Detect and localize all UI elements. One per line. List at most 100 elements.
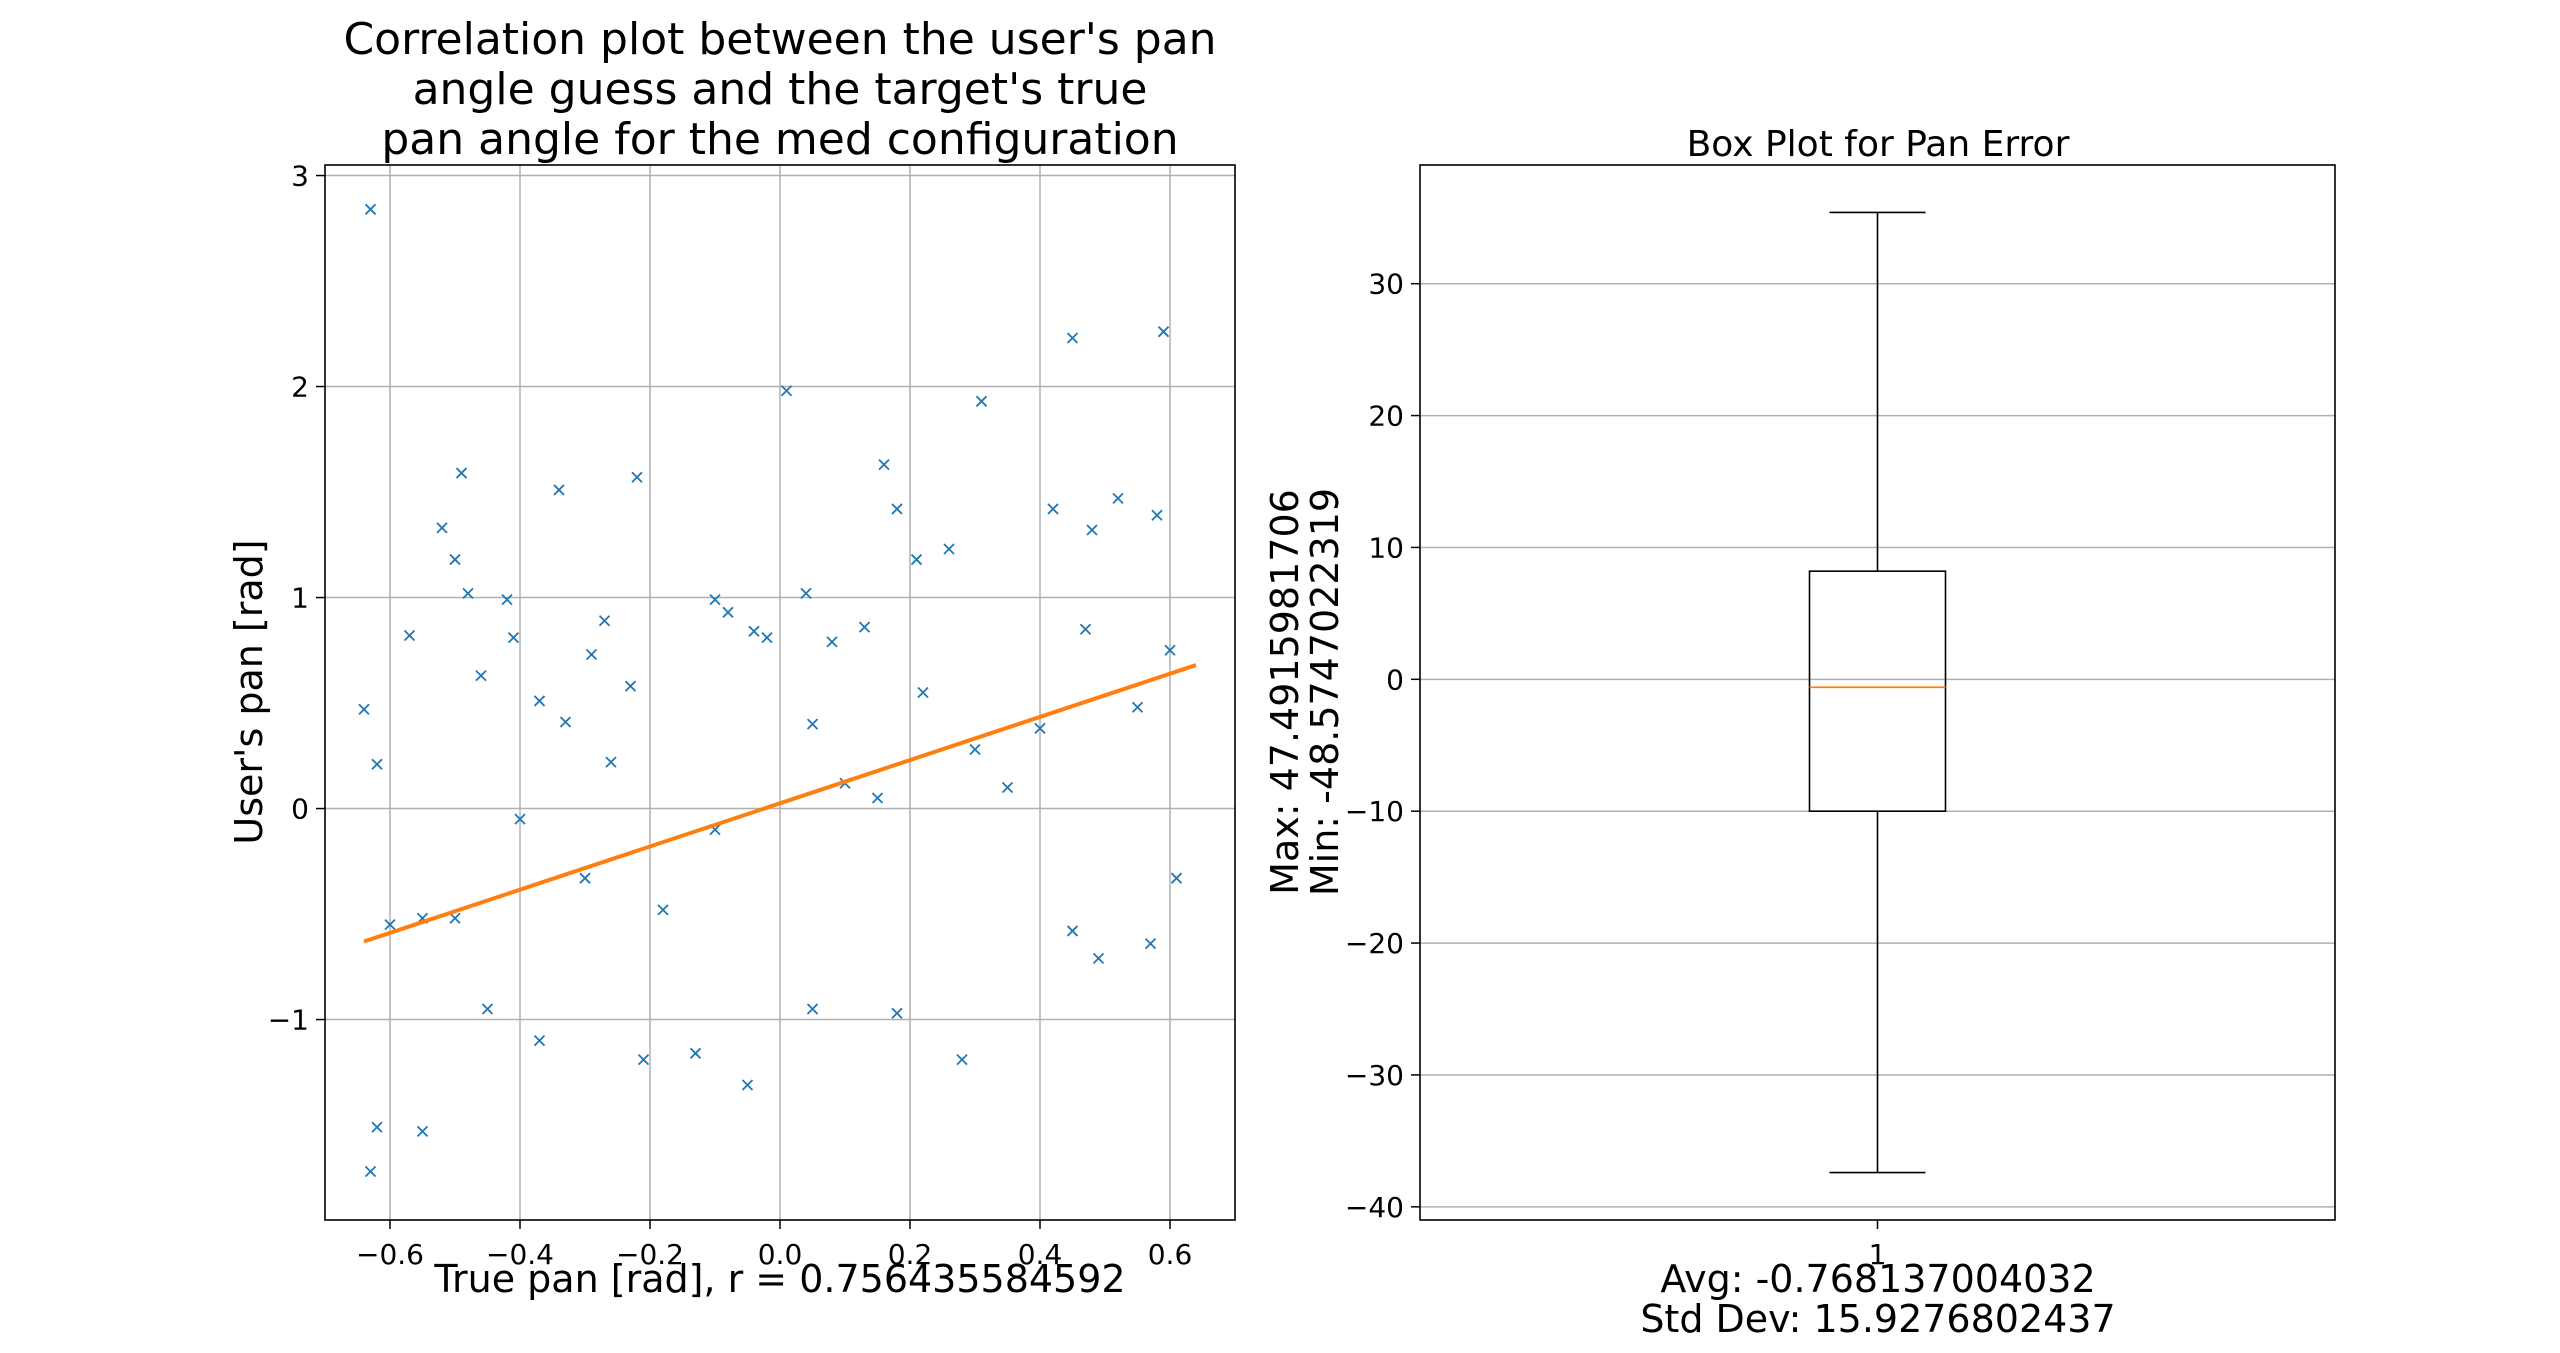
boxplot-y-tick-label: 0 — [1386, 663, 1404, 696]
scatter-point — [559, 716, 572, 728]
scatter-y-tick-label: 1 — [291, 582, 309, 615]
scatter-point — [1112, 492, 1124, 505]
boxplot-min-label: Min: -48.5747022319 — [1303, 488, 1347, 896]
scatter-point — [449, 912, 461, 924]
scatter-point — [761, 632, 773, 644]
scatter-point — [1157, 326, 1170, 338]
scatter-title-line-3: pan angle for the med configuration — [381, 114, 1178, 165]
scatter-point — [416, 1125, 429, 1138]
scatter-point — [553, 484, 565, 496]
scatter-point — [806, 1003, 819, 1015]
scatter-point — [1170, 872, 1183, 884]
scatter-point — [1066, 332, 1079, 344]
boxplot-max-label: Max: 47.4915981706 — [1263, 489, 1307, 895]
scatter-point — [598, 615, 611, 627]
scatter-point — [371, 758, 383, 770]
scatter-point — [910, 553, 923, 566]
scatter-point — [449, 553, 461, 566]
scatter-point — [956, 1054, 968, 1066]
scatter-point — [722, 606, 734, 618]
boxplot-std-label: Std Dev: 15.9276802437 — [1640, 1297, 2115, 1341]
scatter-y-tick-label: 3 — [291, 160, 309, 193]
scatter-point — [891, 1007, 903, 1019]
boxplot-panel: −40 −30 −20 −10 0 10 20 30 1 Box Plot for Pan E… — [1263, 124, 2336, 1341]
scatter-point — [748, 625, 760, 637]
scatter-y-tick-label: 0 — [291, 793, 309, 826]
boxplot-y-tick-label: −40 — [1345, 1191, 1404, 1224]
regression-line — [363, 663, 1197, 944]
scatter-y-ticks: −1 0 1 2 3 — [268, 160, 325, 1037]
scatter-grid — [325, 165, 1235, 1220]
scatter-points — [358, 203, 1183, 1178]
scatter-point — [358, 703, 370, 716]
scatter-x-tick-label: −0.2 — [616, 1238, 684, 1271]
scatter-point — [624, 680, 637, 692]
scatter-point — [1151, 509, 1163, 521]
scatter-point — [637, 1054, 650, 1066]
scatter-point — [689, 1047, 702, 1059]
boxplot-y-tick-label: 10 — [1368, 531, 1404, 564]
scatter-point — [481, 1003, 494, 1015]
scatter-point — [455, 467, 468, 479]
scatter-y-axis-label: User's pan [rad] — [227, 539, 271, 844]
scatter-point — [826, 636, 838, 648]
scatter-point — [878, 458, 890, 471]
boxplot-title: Box Plot for Pan Error — [1687, 124, 2070, 165]
scatter-x-tick-label: 0.6 — [1148, 1238, 1193, 1271]
boxplot-x-tick: 1 — [1869, 1220, 1886, 1271]
scatter-point — [436, 522, 448, 534]
scatter-point — [891, 503, 903, 515]
scatter-point — [709, 594, 721, 606]
scatter-point — [806, 718, 819, 730]
scatter-y-tick-label: 2 — [291, 371, 309, 404]
scatter-point — [969, 743, 981, 756]
scatter-point — [501, 594, 513, 606]
scatter-x-tick-label: 0.0 — [758, 1238, 803, 1271]
scatter-point — [364, 1165, 377, 1178]
boxplot-y-tick-label: 20 — [1368, 400, 1404, 433]
scatter-point — [871, 792, 884, 804]
boxplot-y-tick-label: −20 — [1345, 927, 1404, 960]
scatter-point — [917, 686, 929, 699]
scatter-point — [1047, 503, 1059, 515]
scatter-title-line-1: Correlation plot between the user's pan — [343, 14, 1216, 65]
scatter-x-ticks: −0.6 −0.4 −0.2 0.0 0.2 0.4 0.6 — [356, 1220, 1192, 1271]
boxplot-iqr-box — [1808, 570, 1947, 812]
scatter-x-axis-label: True pan [rad], r = 0.756435584592 — [433, 1257, 1125, 1301]
boxplot-y-ticks: −40 −30 −20 −10 0 10 20 30 — [1345, 268, 1420, 1224]
scatter-point — [943, 543, 955, 555]
boxplot-box — [1808, 211, 1947, 1174]
scatter-point — [657, 904, 669, 916]
scatter-point — [384, 918, 396, 931]
scatter-point — [1131, 701, 1144, 713]
scatter-point — [514, 813, 526, 825]
boxplot-y-tick-label: 30 — [1368, 268, 1404, 301]
scatter-point — [631, 471, 643, 483]
scatter-x-tick-label: 0.2 — [888, 1238, 933, 1271]
scatter-point — [371, 1121, 383, 1133]
scatter-point — [462, 587, 474, 599]
scatter-y-tick-label: −1 — [268, 1004, 309, 1037]
scatter-point — [1092, 952, 1105, 964]
scatter-point — [579, 872, 591, 884]
scatter-point — [533, 695, 546, 707]
scatter-point — [975, 395, 988, 407]
boxplot-y-tick-label: −10 — [1345, 795, 1404, 828]
boxplot-y-tick-label: −30 — [1345, 1059, 1404, 1092]
scatter-point — [741, 1079, 754, 1091]
scatter-point — [403, 629, 416, 642]
scatter-point — [1001, 781, 1014, 794]
scatter-point — [364, 203, 377, 215]
scatter-point — [780, 385, 793, 397]
scatter-point — [475, 669, 487, 682]
scatter-point — [800, 587, 812, 599]
scatter-point — [1034, 722, 1046, 735]
scatter-point — [507, 632, 520, 644]
boxplot-avg-label: Avg: -0.768137004032 — [1660, 1257, 2095, 1301]
scatter-panel: −0.6 −0.4 −0.2 0.0 0.2 0.4 0.6 −1 0 1 2 3 Correlat… — [227, 14, 1236, 1301]
scatter-point — [1086, 524, 1098, 536]
scatter-point — [585, 648, 598, 661]
scatter-point — [1079, 623, 1092, 635]
scatter-x-tick-label: −0.4 — [486, 1238, 554, 1271]
